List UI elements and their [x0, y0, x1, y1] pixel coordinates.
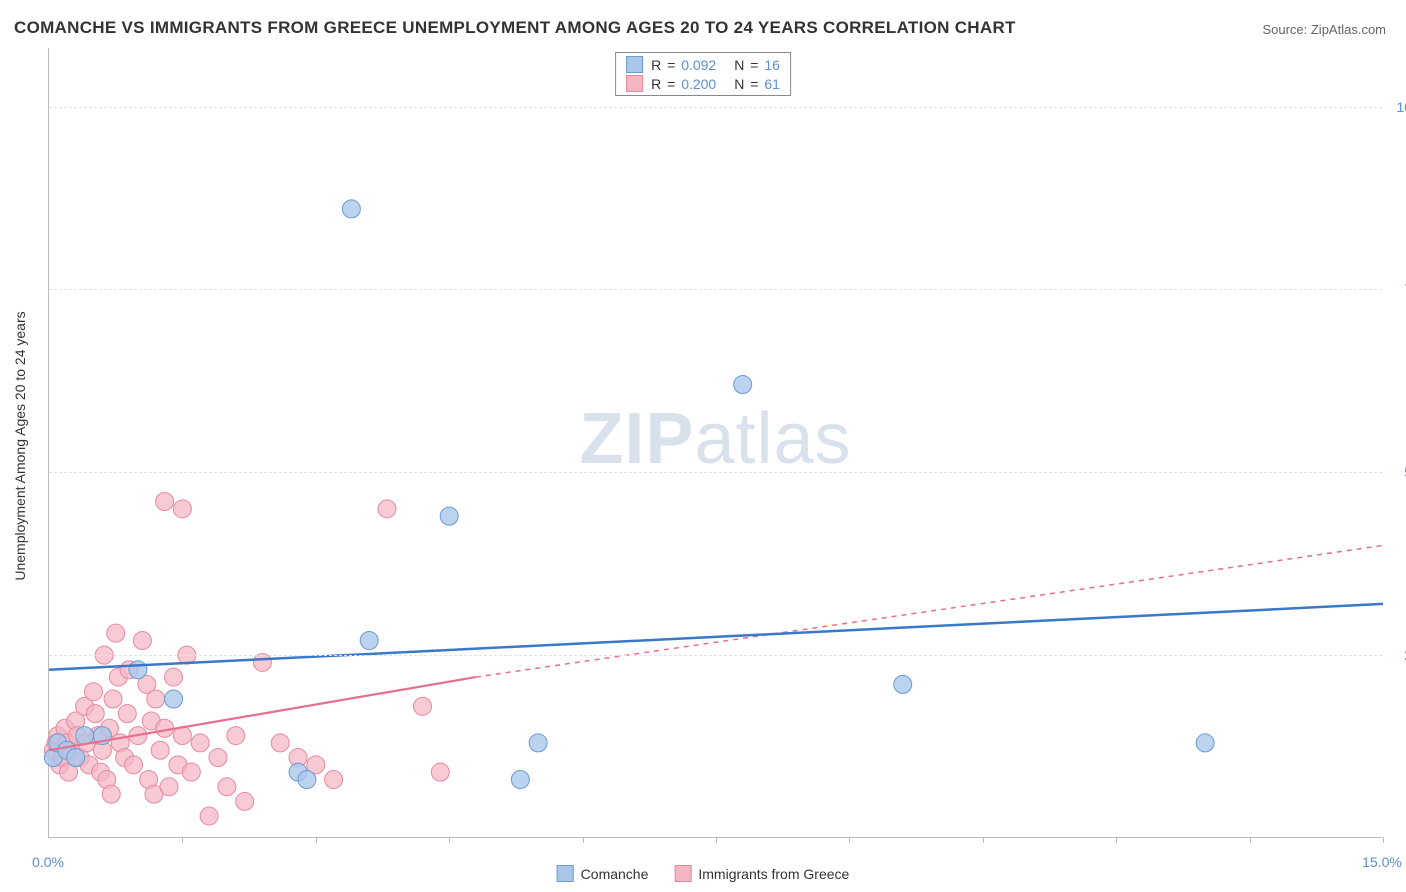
x-tick — [1250, 837, 1251, 843]
x-tick — [449, 837, 450, 843]
x-tick — [716, 837, 717, 843]
x-tick — [583, 837, 584, 843]
x-tick-label: 0.0% — [32, 854, 64, 870]
legend-label: Comanche — [581, 866, 649, 882]
grid-line — [49, 289, 1382, 290]
stats-row: R = 0.092 N = 16 — [616, 55, 790, 74]
plot-area: ZIPatlas 25.0%50.0%75.0%100.0% — [48, 48, 1382, 838]
legend-swatch — [557, 865, 574, 882]
stats-row: R = 0.200 N = 61 — [616, 74, 790, 93]
source-label: Source: ZipAtlas.com — [1262, 22, 1386, 37]
chart-title: COMANCHE VS IMMIGRANTS FROM GREECE UNEMP… — [14, 18, 1016, 38]
stat-n: N = 61 — [734, 76, 780, 92]
x-tick — [849, 837, 850, 843]
correlation-chart: COMANCHE VS IMMIGRANTS FROM GREECE UNEMP… — [0, 0, 1406, 892]
stat-r: R = 0.200 — [651, 76, 716, 92]
x-tick — [1116, 837, 1117, 843]
grid-line — [49, 107, 1382, 108]
legend-swatch — [626, 75, 643, 92]
x-tick — [182, 837, 183, 843]
stat-r: R = 0.092 — [651, 57, 716, 73]
grid-line — [49, 472, 1382, 473]
stats-legend: R = 0.092 N = 16 R = 0.200 N = 61 — [615, 52, 791, 96]
legend-item: Comanche — [557, 865, 649, 882]
y-tick-label: 100.0% — [1397, 99, 1406, 115]
stat-n: N = 16 — [734, 57, 780, 73]
y-axis-title: Unemployment Among Ages 20 to 24 years — [12, 311, 28, 580]
legend-item: Immigrants from Greece — [674, 865, 849, 882]
legend-swatch — [674, 865, 691, 882]
series-legend: Comanche Immigrants from Greece — [557, 865, 850, 882]
grid-line — [49, 655, 1382, 656]
x-tick-label: 15.0% — [1362, 854, 1402, 870]
x-tick — [316, 837, 317, 843]
legend-label: Immigrants from Greece — [698, 866, 849, 882]
scatter-plot-svg — [49, 48, 1382, 837]
x-tick — [983, 837, 984, 843]
x-tick — [1383, 837, 1384, 843]
legend-swatch — [626, 56, 643, 73]
